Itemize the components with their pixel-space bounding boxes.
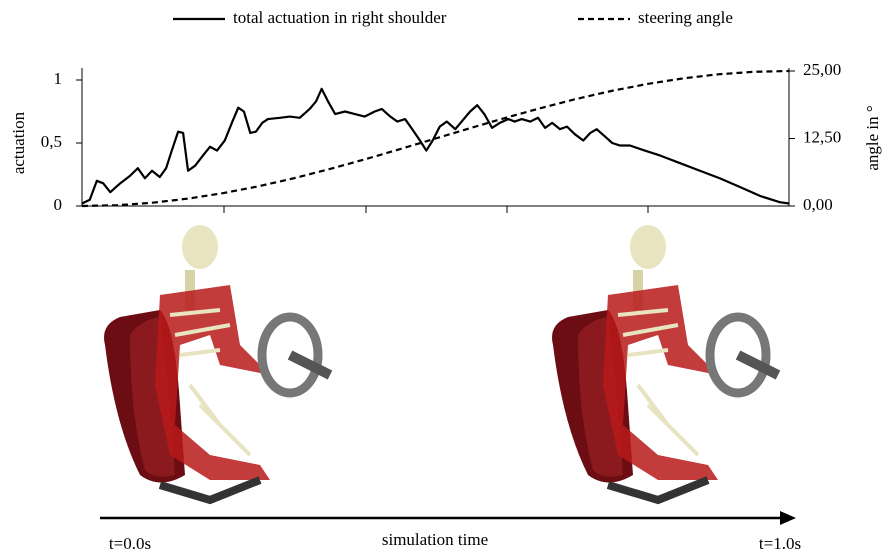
time-arrow-head [780,511,796,525]
driver-image-end [552,225,778,500]
y2-tick-label: 25,00 [803,60,841,79]
annotation: t=1.0s [759,534,801,553]
y2-tick-label: 0,00 [803,195,833,214]
data-line [81,87,790,205]
y-axis-label: actuation [9,111,28,174]
annotation: simulation time [382,530,488,549]
driver-image-start [104,225,330,500]
x-axis-ticks [223,206,649,213]
y2-tick-label: 12,50 [803,127,841,146]
annotation: t=0.0s [109,534,151,553]
y-tick-label: 1 [54,69,63,88]
y-tick-label: 0 [54,195,63,214]
y2-axis-label: angle in ° [863,105,882,170]
legend-label: steering angle [638,8,733,27]
data-line [81,69,790,208]
legend-label: total actuation in right shoulder [233,8,447,27]
y-tick-label: 0,5 [41,132,62,151]
